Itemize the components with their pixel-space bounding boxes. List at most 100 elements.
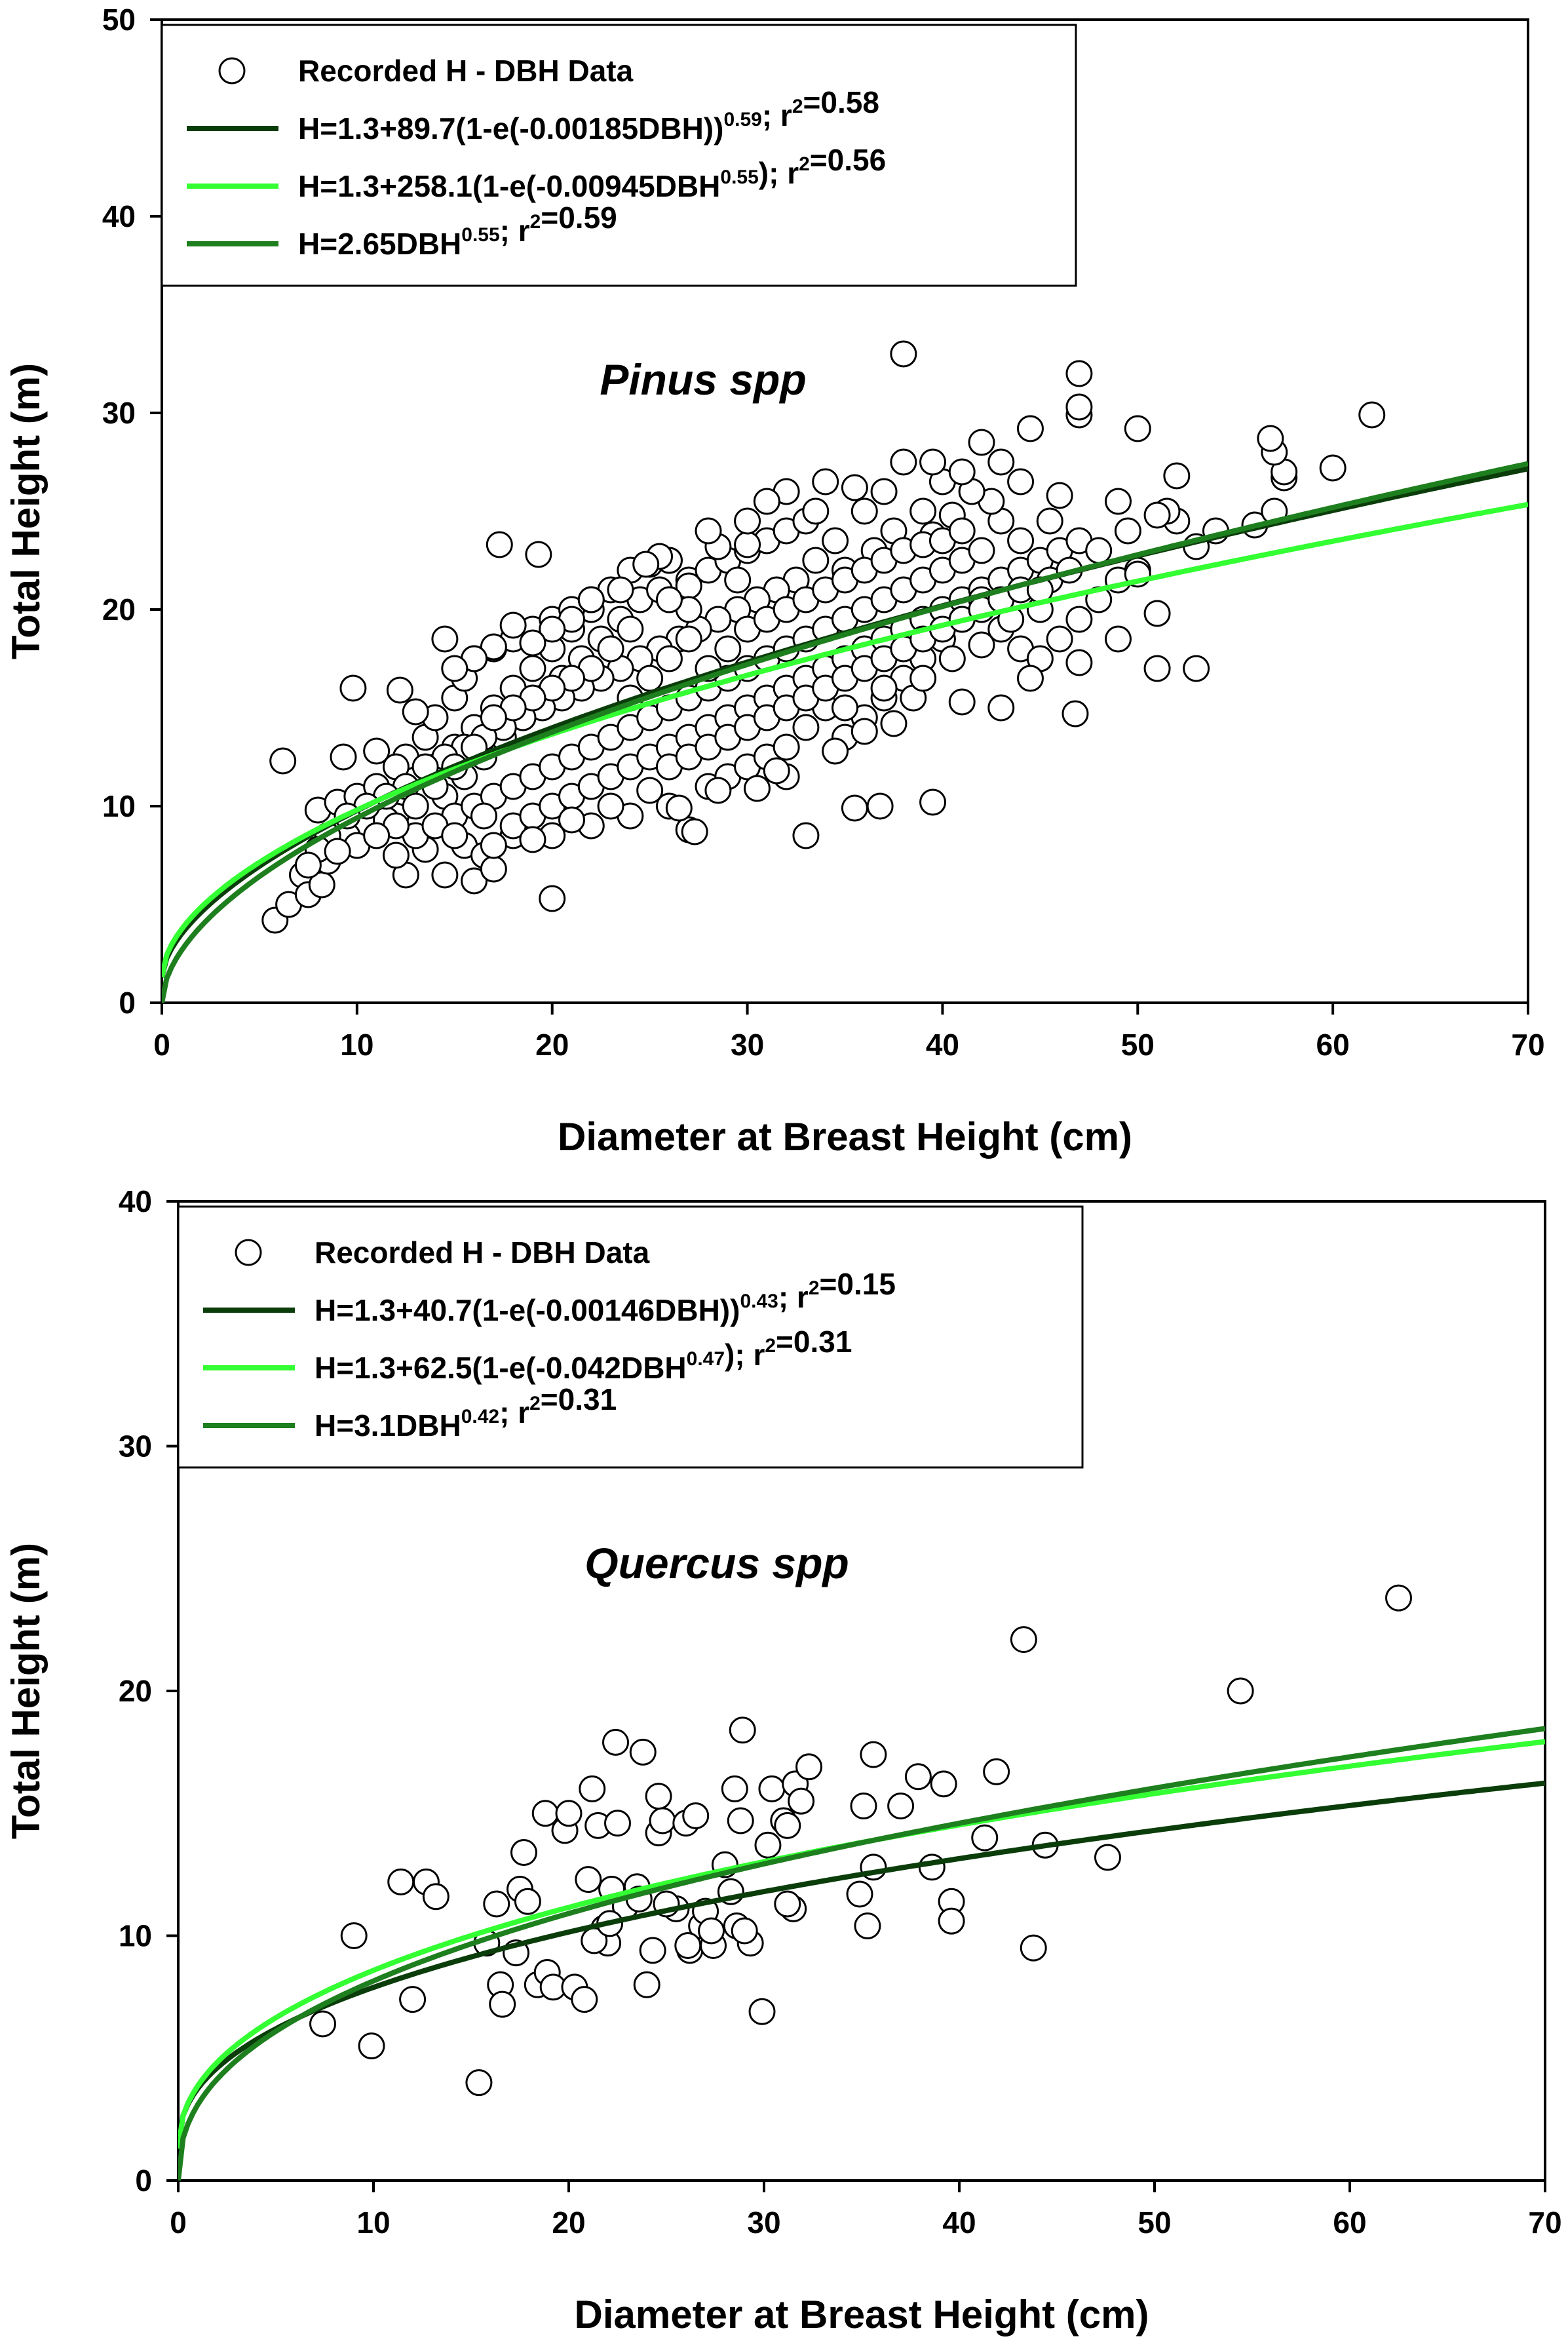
data-point [655,645,683,672]
data-point [968,537,995,564]
data-point [887,1793,915,1820]
data-point [948,688,976,716]
data-point [795,1753,823,1781]
fit-curve-power [178,1726,1545,2181]
data-point [682,1802,710,1829]
legend: Recorded H - DBH DataH=1.3+89.7(1-e(-0.0… [161,24,1077,287]
data-point [519,655,546,682]
data-point [851,497,878,525]
legend-box [161,24,1077,287]
data-point [636,665,664,692]
y-tick-label: 20 [119,1674,152,1708]
x-tick-label: 0 [153,1028,170,1062]
data-point [470,802,497,830]
data-point [431,861,459,889]
data-point [602,1728,630,1756]
species-label: Pinus spp [600,355,806,404]
data-point [918,1853,946,1881]
legend-label: H=1.3+62.5(1-e(-0.042DBH0.47); r2=0.31 [315,1325,852,1385]
data-point [382,842,410,869]
data-point [649,1807,676,1834]
legend-label: H=1.3+89.7(1-e(-0.00185DBH))0.59; r2=0.5… [298,85,879,145]
x-axis-title: Diameter at Breast Height (cm) [575,2293,1149,2337]
data-point [399,1986,427,2013]
data-point [904,1763,932,1791]
data-point [510,1839,537,1867]
data-point [930,1770,957,1798]
data-point [987,694,1015,722]
chart-panel-2: 0 10 20 30 40 50 60 70 0 10 20 30 40 Diameter at Brea… [4,1184,1562,2337]
plot-area [162,340,1528,1003]
data-point [919,448,947,476]
data-point [727,1807,754,1834]
data-point [870,478,898,505]
data-point [731,1917,758,1945]
data-point [721,1775,748,1802]
x-tick-label: 50 [1138,2205,1171,2240]
data-point [938,645,966,672]
data-point [1046,482,1073,509]
legend: Recorded H - DBH DataH=1.3+40.7(1-e(-0.0… [177,1205,1084,1469]
fit-curve-chapman [178,1780,1545,2149]
data-point [846,1880,873,1908]
data-point [919,788,947,816]
data-point [938,1907,965,1935]
data-point [575,1866,602,1893]
data-point [788,1787,815,1815]
data-point [763,757,790,785]
data-point [1065,606,1093,633]
x-axis-title: Diameter at Breast Height (cm) [558,1115,1132,1159]
data-point [792,822,820,849]
y-tick-label: 50 [102,3,136,37]
x-tick-label: 40 [942,2205,976,2240]
data-point [539,885,566,912]
data-point [968,631,995,659]
data-point [909,665,937,692]
data-point [558,806,585,834]
species-label: Quercus spp [584,1539,849,1587]
legend-label: H=1.3+40.7(1-e(-0.00146DBH))0.43; r2=0.1… [315,1267,896,1327]
data-point [866,792,894,820]
data-point [1065,649,1093,676]
y-tick-label: 40 [102,199,136,233]
x-tick-label: 20 [535,1028,569,1062]
data-point [1319,454,1347,482]
data-point [860,1741,887,1768]
x-tick-label: 40 [926,1028,959,1062]
data-point [633,1971,660,1998]
data-point [1065,360,1093,387]
data-point [822,527,849,554]
data-point [802,547,830,574]
data-point [604,1810,631,1837]
data-point [987,448,1015,476]
data-point [1163,462,1191,490]
data-point [1105,625,1132,653]
legend-label: H=2.65DBH0.55; r2=0.59 [298,201,617,261]
data-point [774,1812,801,1839]
data-point [792,714,820,741]
data-point [681,818,708,845]
x-tick-label: 10 [356,2205,390,2240]
data-point [724,566,752,594]
x-tick-label: 30 [747,2205,780,2240]
data-point [774,1890,801,1918]
y-tick-label: 0 [135,2163,152,2198]
data-point [841,474,868,501]
data-point [632,551,660,578]
fit-curve-weibull [162,501,1528,978]
data-point [519,826,546,853]
data-point [441,655,468,682]
data-point [743,775,771,802]
x-tick-label: 70 [1511,1028,1544,1062]
data-point [387,1868,415,1895]
data-point [734,507,761,535]
data-point [607,576,634,604]
data-point [1358,401,1386,429]
data-point [489,1990,516,2018]
plot-area [178,1584,1545,2181]
data-point [486,531,513,558]
data-point [890,340,917,368]
data-point [1143,600,1171,627]
legend-label: Recorded H - DBH Data [298,54,634,88]
